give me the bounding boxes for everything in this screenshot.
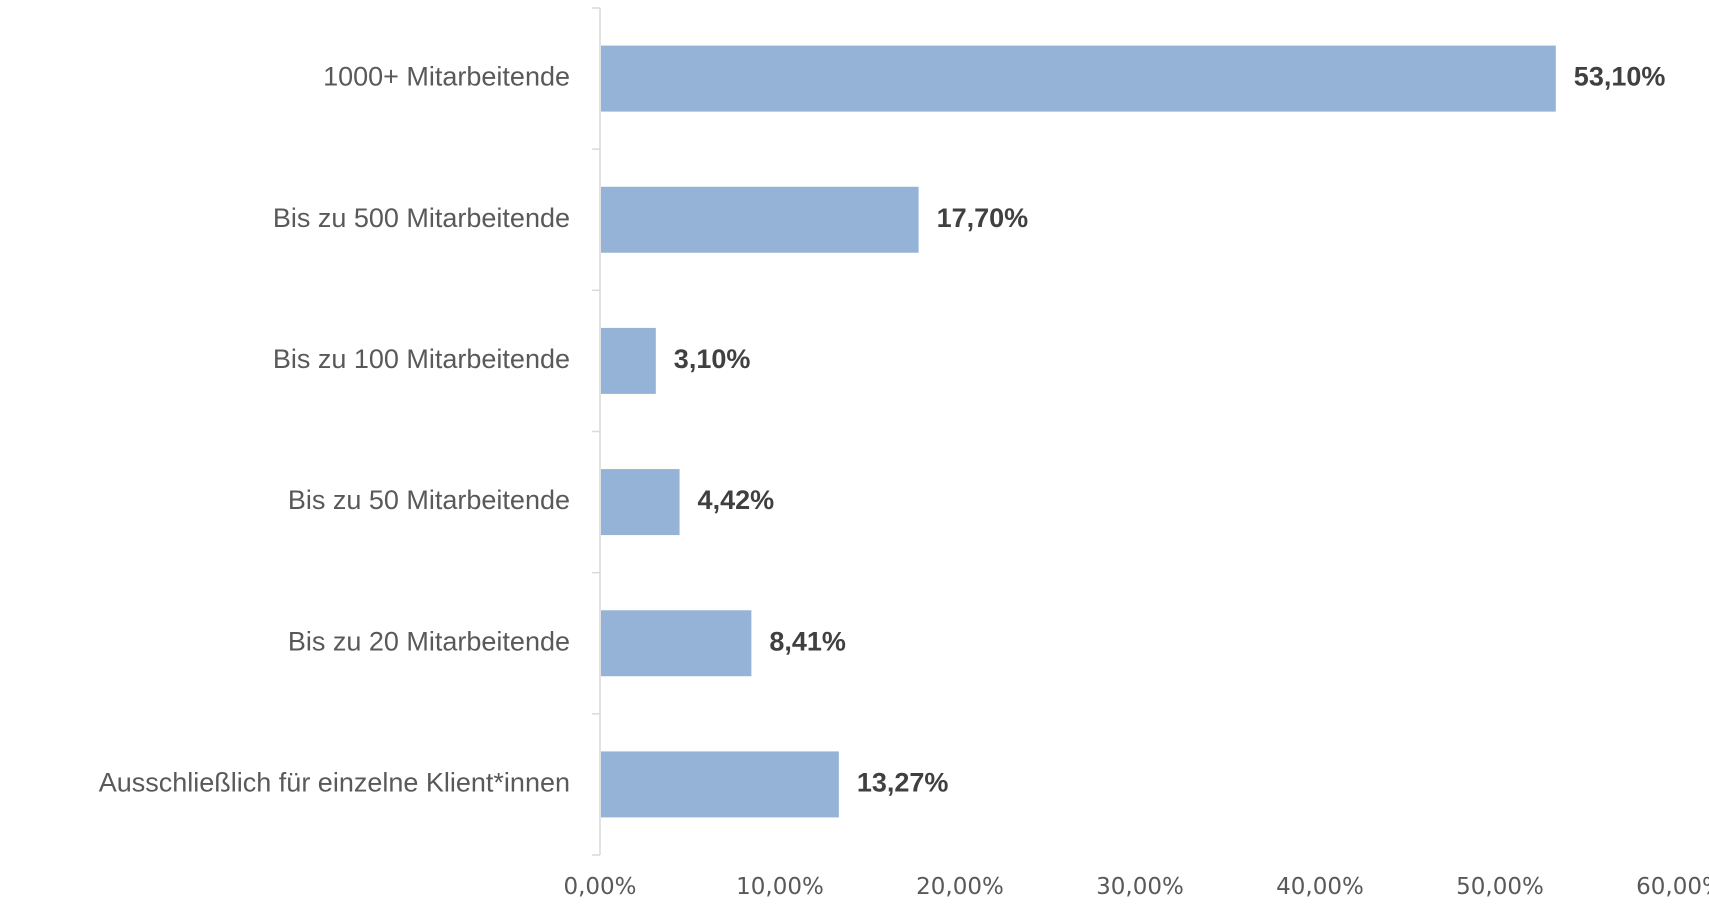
data-label: 3,10% [674,344,751,374]
axis-group [592,7,601,856]
x-tick-label: 10,00% [736,874,824,900]
x-tick-label: 0,00% [563,874,636,900]
category-label: Bis zu 100 Mitarbeitende [273,344,570,374]
labels-group: 1000+ Mitarbeitende 53,10% Bis zu 500 Mita… [99,62,1666,798]
x-tick-label: 30,00% [1096,874,1184,900]
data-label: 4,42% [698,485,775,515]
bar [601,45,1556,112]
bar [601,751,839,818]
category-label: Bis zu 500 Mitarbeitende [273,203,570,233]
category-label: Bis zu 20 Mitarbeitende [288,626,570,656]
x-tick-label: 60,00% [1636,874,1709,900]
x-tick-label: 40,00% [1276,874,1364,900]
data-label: 13,27% [857,768,949,798]
data-label: 53,10% [1574,62,1666,92]
data-label: 8,41% [769,626,846,656]
bar [601,186,919,253]
bars-group [601,45,1556,818]
category-label: Bis zu 50 Mitarbeitende [288,485,570,515]
bar [601,469,680,536]
bar [601,327,656,394]
x-tick-label: 20,00% [916,874,1004,900]
data-label: 17,70% [937,203,1029,233]
x-tick-label: 50,00% [1456,874,1544,900]
category-label: Ausschließlich für einzelne Klient*innen [99,768,570,798]
x-axis-ticks: 0,00% 10,00% 20,00% 30,00% 40,00% 50,00% 60,00… [563,874,1709,900]
bar [601,610,752,677]
category-label: 1000+ Mitarbeitende [323,62,570,92]
